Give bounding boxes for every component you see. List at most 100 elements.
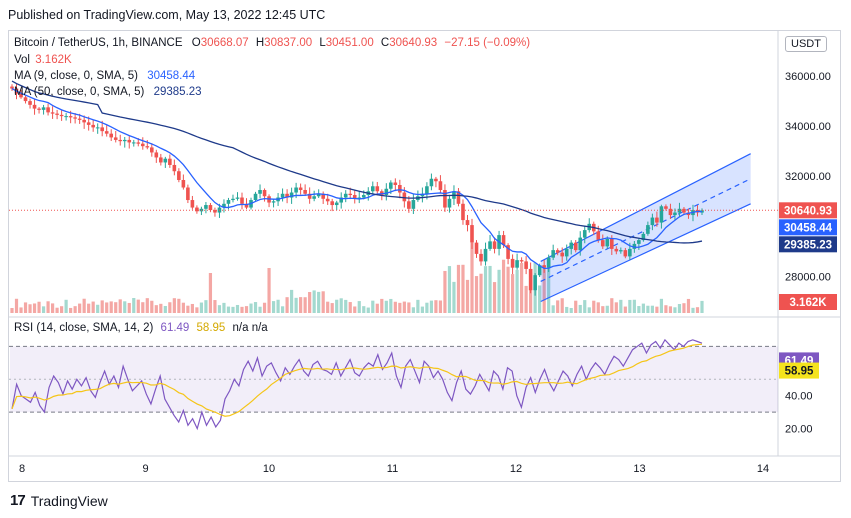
volume-bar: [330, 303, 334, 313]
candle-body: [195, 207, 199, 212]
candle-body: [569, 242, 574, 249]
candle-body: [398, 185, 402, 193]
time-axis-label: 8: [19, 463, 25, 475]
rsi-value: 61.49: [160, 322, 190, 334]
volume-bar: [677, 304, 682, 313]
volume-bar: [425, 302, 429, 313]
volume-bar: [497, 269, 501, 313]
candle-body: [447, 198, 452, 208]
candle-body: [159, 157, 163, 163]
price-axis-label: 28000.00: [785, 271, 831, 283]
volume-bar: [429, 300, 434, 313]
price-axis-label: 34000.00: [785, 121, 831, 133]
volume-bar: [132, 298, 136, 313]
candle-body: [109, 133, 114, 138]
volume-bar: [154, 305, 158, 313]
candle-body: [289, 192, 294, 198]
candle-body: [172, 164, 177, 172]
low-value: 30451.00: [325, 37, 374, 49]
high-label: H: [255, 37, 265, 49]
candle-body: [285, 193, 289, 198]
volume-bar: [506, 266, 510, 313]
published-line: Published on TradingView.com, May 13, 20…: [8, 8, 326, 22]
volume-bar: [353, 306, 357, 313]
volume-bar: [199, 302, 204, 313]
change-value: −27.15 (−0.09%): [444, 37, 531, 49]
volume-bar: [14, 298, 19, 313]
volume-bar: [105, 302, 109, 313]
candle-body: [253, 193, 258, 201]
candle-body: [190, 200, 195, 208]
footer-brand[interactable]: 17 TradingView: [10, 492, 108, 509]
price-axis-label: 36000.00: [785, 71, 831, 83]
volume-bar: [601, 306, 605, 313]
candle-body: [95, 127, 100, 129]
currency-button[interactable]: USDT: [785, 36, 827, 52]
volume-bar: [488, 265, 492, 313]
volume-bar: [389, 298, 393, 313]
volume-bar: [673, 307, 677, 313]
candle-body: [515, 260, 519, 268]
volume-bar: [551, 305, 555, 313]
candle-body: [41, 107, 46, 110]
volume-bar: [520, 263, 524, 313]
ma-fast-legend: MA (9, close, 0, SMA, 5) 30458.44: [14, 70, 195, 82]
volume-bar: [10, 308, 14, 313]
candle-body: [339, 197, 344, 203]
candle-body: [434, 178, 438, 182]
candle-body: [528, 268, 533, 291]
candle-body: [32, 104, 37, 109]
volume-bar: [348, 302, 352, 313]
volume-bar: [668, 306, 673, 313]
chart-border: [8, 30, 841, 482]
time-axis-label: 11: [387, 463, 398, 475]
open-value: 30668.07: [200, 37, 249, 49]
volume-bar: [32, 303, 37, 313]
volume-bar: [357, 301, 361, 313]
candle-body: [501, 235, 506, 246]
volume-bar: [172, 298, 176, 313]
volume-bar: [82, 298, 86, 313]
candle-body: [551, 250, 555, 258]
volume-bar: [641, 303, 645, 313]
volume-bar: [632, 299, 636, 313]
candle-body: [64, 116, 68, 118]
candle-body: [19, 93, 23, 98]
candle-body: [483, 248, 488, 262]
candle-body: [646, 225, 650, 234]
candle-body: [298, 187, 303, 191]
candle-body: [650, 217, 655, 226]
candle-body: [479, 253, 483, 262]
candle-body: [271, 201, 276, 203]
candle-body: [100, 127, 104, 132]
candle-body: [659, 206, 664, 223]
rsi-extra: n/a n/a: [232, 322, 268, 334]
volume-bar: [416, 299, 420, 313]
candle-body: [384, 188, 389, 196]
candle-body: [59, 114, 64, 117]
volume-bar: [100, 300, 104, 313]
volume-legend: Vol 3.162K: [14, 54, 72, 66]
volume-bar: [249, 303, 253, 313]
candle-body: [546, 257, 551, 268]
volume-bar: [362, 306, 366, 313]
ma-slow-line: [11, 80, 703, 244]
volume-bar: [123, 301, 127, 313]
candle-body: [330, 201, 334, 206]
vol-value: 3.162K: [35, 54, 72, 66]
volume-bar: [659, 298, 664, 313]
volume-bar: [23, 302, 28, 313]
volume-bar: [60, 306, 64, 313]
candle-body: [560, 252, 564, 257]
candle-body: [610, 238, 614, 249]
volume-bar: [222, 302, 226, 313]
candle-body: [316, 193, 321, 197]
volume-bar: [380, 298, 384, 313]
candle-body: [177, 171, 181, 180]
candle-body: [181, 179, 186, 188]
volume-bar: [565, 306, 569, 313]
volume-bar: [64, 299, 68, 313]
volume-bar: [637, 306, 641, 313]
volume-bar: [569, 307, 573, 313]
